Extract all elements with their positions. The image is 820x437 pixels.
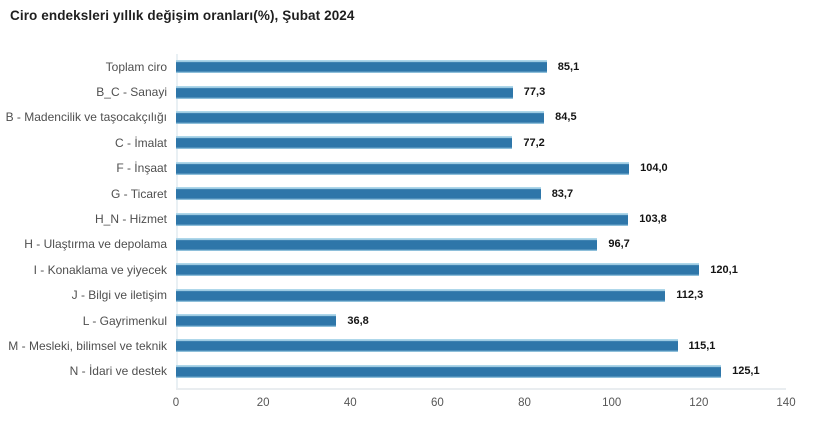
bar (176, 85, 513, 99)
bar-track: 77,2 (176, 136, 786, 150)
bar-track: 103,8 (176, 212, 786, 226)
value-label: 125,1 (732, 365, 760, 378)
bar-track: 84,5 (176, 110, 786, 124)
value-label: 77,3 (523, 86, 546, 99)
bar (176, 136, 513, 150)
chart-row: N - İdari ve destek 125,1 (0, 359, 820, 384)
category-label: L - Gayrimenkul (82, 313, 167, 328)
chart-row: G - Ticaret 83,7 (0, 181, 820, 206)
chart-row: H - Ulaştırma ve depolama 96,7 (0, 232, 820, 257)
category-label: H - Ulaştırma ve depolama (24, 237, 167, 252)
category-label: B_C - Sanayi (96, 85, 167, 100)
value-label: 36,8 (347, 314, 369, 327)
bar (176, 187, 541, 201)
category-label: J - Bilgi ve iletişim (71, 288, 167, 303)
bar (176, 288, 666, 302)
bar (176, 314, 337, 328)
bar-track: 112,3 (176, 288, 786, 302)
bar-chart: Toplam ciro 85,1 B_C - Sanayi 77,3 B - Maden… (0, 54, 820, 418)
value-label: 85,1 (557, 60, 580, 73)
bar (176, 161, 630, 175)
x-axis-tick-label: 100 (602, 397, 622, 410)
category-label: Toplam ciro (105, 59, 167, 74)
chart-row: B_C - Sanayi 77,3 (0, 79, 820, 104)
bar-track: 115,1 (176, 339, 786, 353)
chart-row: Toplam ciro 85,1 (0, 54, 820, 79)
x-axis-tick-label: 40 (343, 397, 357, 410)
value-label: 115,1 (688, 339, 716, 352)
x-axis: 0 20 40 60 80 100 120 140 (172, 388, 796, 418)
value-label: 84,5 (555, 111, 577, 124)
value-label: 96,7 (608, 238, 630, 251)
value-label: 83,7 (551, 187, 574, 200)
chart-row: J - Bilgi ve iletişim 112,3 (0, 283, 820, 308)
chart-row: H_N - Hizmet 103,8 (0, 206, 820, 231)
category-label: I - Konaklama ve yiyecek (33, 262, 167, 277)
bar (176, 263, 700, 277)
category-label: C - İmalat (114, 135, 167, 150)
chart-row: M - Mesleki, bilimsel ve teknik 115,1 (0, 333, 820, 358)
category-label: N - İdari ve destek (69, 364, 167, 379)
x-axis-tick-label: 80 (518, 397, 531, 410)
chart-row: C - İmalat 77,2 (0, 130, 820, 155)
chart-row: B - Madencilik ve taşocakçılığı 84,5 (0, 105, 820, 130)
chart-row: I - Konaklama ve yiyecek 120,1 (0, 257, 820, 282)
value-label: 120,1 (710, 263, 738, 276)
value-label: 77,2 (523, 136, 545, 149)
bar-track: 104,0 (176, 161, 786, 175)
category-label: M - Mesleki, bilimsel ve teknik (8, 338, 167, 353)
bar-track: 120,1 (176, 263, 786, 277)
value-label: 112,3 (676, 289, 704, 302)
bar-track: 83,7 (176, 187, 786, 201)
bar-track: 36,8 (176, 314, 786, 328)
chart-row: L - Gayrimenkul 36,8 (0, 308, 820, 333)
category-label: F - İnşaat (116, 161, 167, 176)
value-label: 104,0 (640, 162, 668, 175)
bar (176, 364, 722, 378)
category-label: B - Madencilik ve taşocakçılığı (5, 110, 167, 125)
bar (176, 237, 598, 251)
chart-title: Ciro endeksleri yıllık değişim oranları(… (10, 8, 355, 23)
x-axis-tick-label: 0 (172, 397, 180, 410)
bar (176, 60, 547, 74)
bar (176, 339, 678, 353)
bar-track: 85,1 (176, 60, 786, 74)
x-axis-tick-label: 20 (256, 397, 270, 410)
category-label: H_N - Hizmet (94, 212, 167, 227)
bar (176, 110, 545, 124)
x-axis-tick-label: 120 (689, 397, 709, 410)
bar-track: 125,1 (176, 364, 786, 378)
bar-track: 77,3 (176, 85, 786, 99)
bar-track: 96,7 (176, 237, 786, 251)
chart-rows: Toplam ciro 85,1 B_C - Sanayi 77,3 B - Maden… (0, 54, 820, 384)
value-label: 103,8 (639, 213, 667, 226)
x-axis-tick-label: 60 (431, 397, 444, 410)
bar (176, 212, 629, 226)
x-axis-tick-label: 140 (776, 397, 796, 410)
category-label: G - Ticaret (110, 186, 167, 201)
chart-row: F - İnşaat 104,0 (0, 156, 820, 181)
